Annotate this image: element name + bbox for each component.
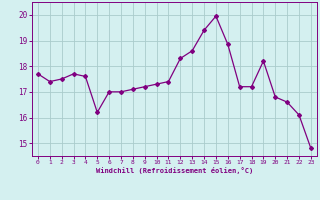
X-axis label: Windchill (Refroidissement éolien,°C): Windchill (Refroidissement éolien,°C) [96, 167, 253, 174]
